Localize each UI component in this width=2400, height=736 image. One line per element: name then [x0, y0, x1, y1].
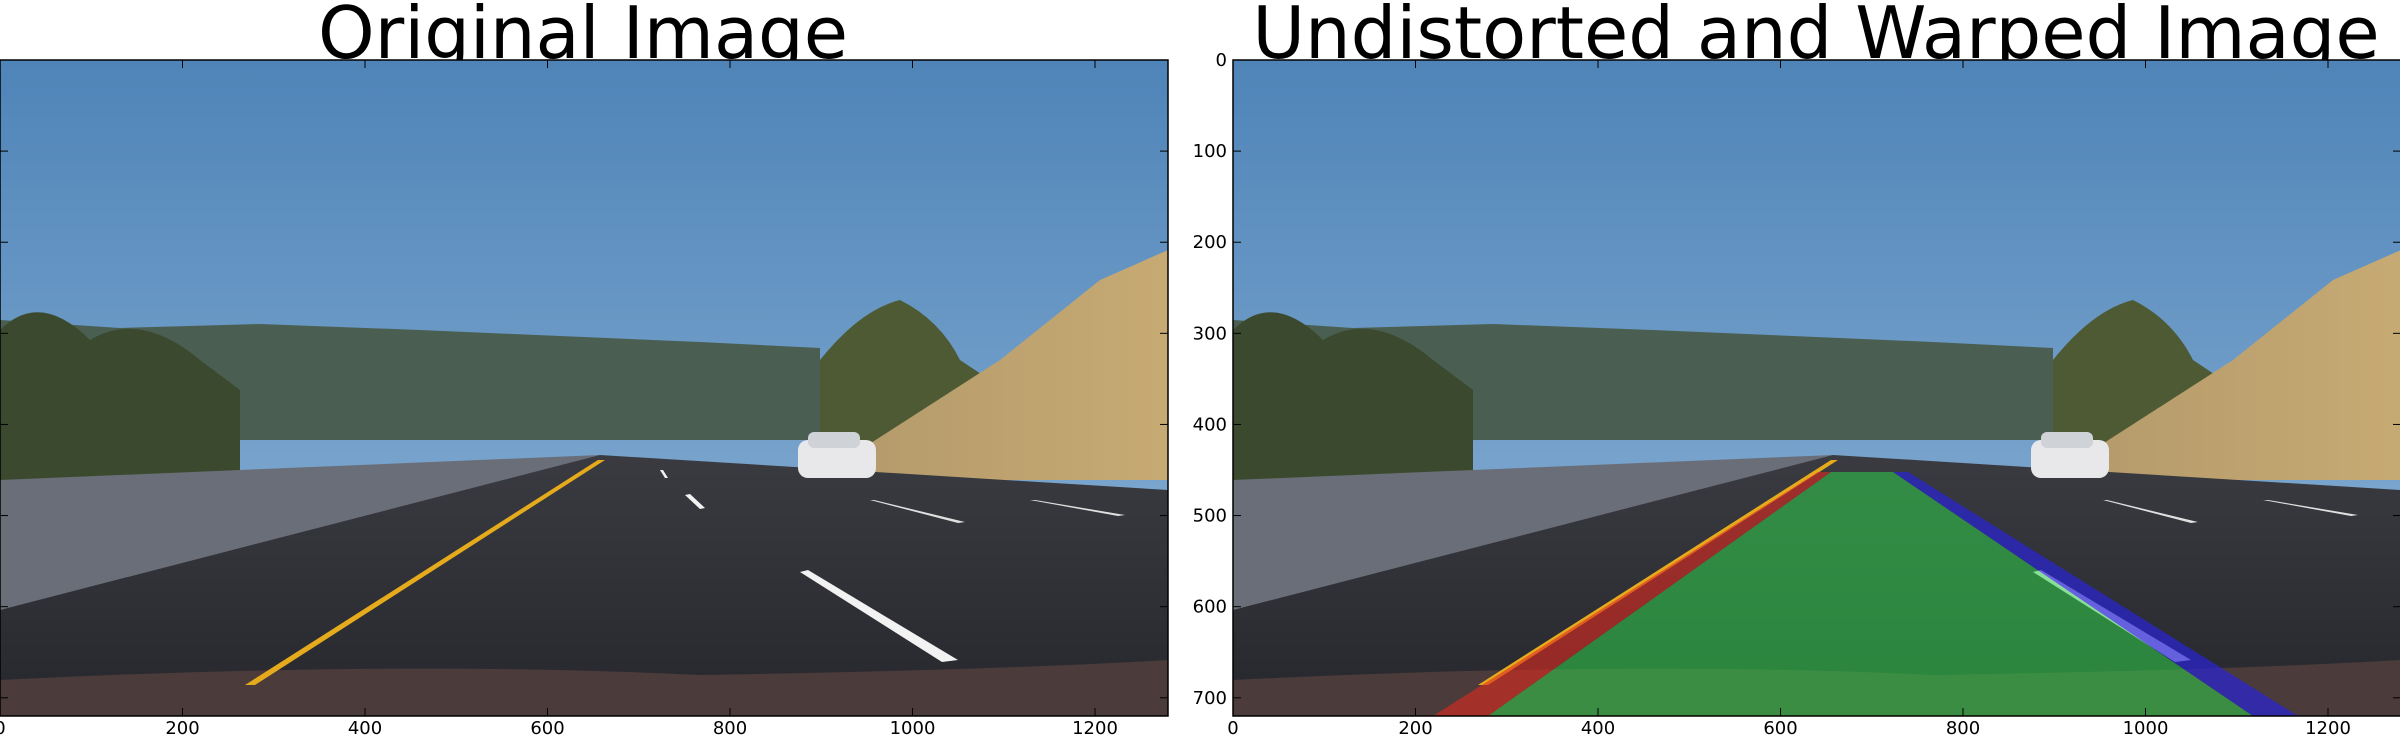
- panel-warped: Undistorted and Warped Image 0 200 400 600 8…: [1193, 0, 2400, 736]
- x-tick-label: 1000: [2123, 718, 2169, 736]
- lane-fill-overlay: [1488, 472, 2253, 716]
- y-tick-label: 600: [1193, 597, 1227, 618]
- image-warped: [1233, 60, 2400, 716]
- x-tick-label: 1200: [2305, 718, 2351, 736]
- x-tick-label: 200: [1398, 718, 1432, 736]
- x-tick-label: 600: [530, 718, 564, 736]
- x-tick-label: 400: [1581, 718, 1615, 736]
- y-tick-label: 400: [1193, 414, 1227, 435]
- x-tick-label: 1200: [1072, 718, 1118, 736]
- x-tick-label: 0: [0, 718, 6, 736]
- axis-ticks-original: 0 200 400 600 800 1000 1200: [0, 59, 1168, 736]
- image-original: [0, 60, 1168, 716]
- panel-original: Original Image: [0, 0, 1169, 736]
- y-tick-label: 100: [1193, 141, 1227, 162]
- left-lane-line-overlay: [1433, 472, 1831, 716]
- y-tick-label: 700: [1193, 688, 1227, 709]
- y-tick-label: 300: [1193, 323, 1227, 344]
- x-tick-label: 600: [1763, 718, 1797, 736]
- axis-ticks-warped: 0 200 400 600 800 1000 1200 0 100 200 300 400 500 600…: [1193, 50, 2400, 736]
- x-tick-label: 800: [1946, 718, 1980, 736]
- y-tick-label: 500: [1193, 506, 1227, 527]
- x-tick-label: 1000: [890, 718, 936, 736]
- x-tick-label: 800: [713, 718, 747, 736]
- y-tick-label: 0: [1216, 50, 1227, 71]
- x-tick-label: 400: [348, 718, 382, 736]
- x-tick-label: 0: [1227, 718, 1238, 736]
- right-lane-line-overlay: [1893, 472, 2298, 716]
- axes-frame-warped: [1232, 59, 2400, 717]
- axes-frame-original: [0, 59, 1169, 717]
- y-tick-label: 200: [1193, 232, 1227, 253]
- x-tick-label: 200: [165, 718, 199, 736]
